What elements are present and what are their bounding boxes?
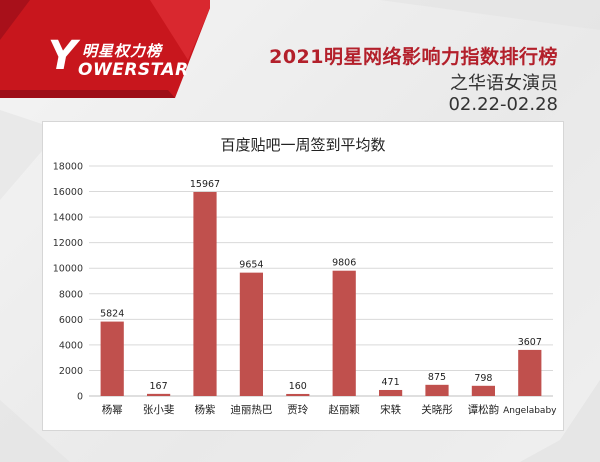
y-tick-label: 4000 <box>59 340 83 351</box>
x-tick-label: 谭松韵 <box>468 403 500 416</box>
x-tick-label: 张小斐 <box>143 404 175 416</box>
data-label: 15967 <box>190 179 220 190</box>
bar <box>193 191 217 396</box>
brand-logo: Y 明星权力榜 OWERSTAR <box>0 0 210 98</box>
brand-name-cn: 明星权力榜 <box>82 42 163 60</box>
bar <box>239 272 263 396</box>
bar <box>332 270 356 396</box>
brand-name-en: OWERSTAR <box>78 60 189 80</box>
bar <box>100 321 124 396</box>
data-label: 5824 <box>100 309 124 320</box>
bar <box>471 385 495 396</box>
data-label: 9654 <box>239 260 263 271</box>
data-label: 798 <box>474 373 492 384</box>
y-tick-label: 6000 <box>59 315 83 326</box>
y-tick-label: 18000 <box>53 162 83 173</box>
bar-chart: 0 2000 4000 6000 8000 10000 12000 14000 16000 180… <box>53 162 557 417</box>
x-tick-label: 迪丽热巴 <box>230 403 272 416</box>
x-tick-label: 杨幂 <box>102 403 123 416</box>
page-title: 2021明星网络影响力指数排行榜 <box>269 46 558 68</box>
chart-card: 百度贴吧一周签到平均数 0 2000 4000 6000 8000 10000 12000 1… <box>42 121 564 431</box>
y-tick-label: 12000 <box>53 238 83 249</box>
data-label: 160 <box>289 381 307 392</box>
data-label: 167 <box>150 381 168 392</box>
y-tick-label: 2000 <box>59 366 83 377</box>
data-label: 875 <box>428 372 446 383</box>
y-tick-label: 14000 <box>53 213 83 224</box>
y-tick-label: 8000 <box>59 289 83 300</box>
bar <box>518 349 542 396</box>
page-subtitle: 之华语女演员 <box>450 73 558 94</box>
y-tick-label: 16000 <box>53 187 83 198</box>
y-tick-label: 10000 <box>53 264 83 275</box>
bar <box>286 393 310 396</box>
chart-title: 百度贴吧一周签到平均数 <box>220 136 386 154</box>
data-label: 9806 <box>332 258 356 269</box>
y-tick-label: 0 <box>77 392 83 403</box>
bar <box>147 393 171 396</box>
bar <box>425 384 449 396</box>
brand-banner-shape <box>0 0 210 98</box>
data-label: 471 <box>382 377 400 388</box>
brand-y-letter: Y <box>48 33 77 79</box>
bar <box>379 389 403 396</box>
x-tick-label: 宋轶 <box>380 403 401 416</box>
x-tick-label: 赵丽颖 <box>328 403 360 416</box>
x-tick-label: Angelababy <box>503 406 557 416</box>
data-label: 3607 <box>518 337 542 348</box>
date-range: 02.22-02.28 <box>448 94 558 115</box>
x-tick-label: 贾玲 <box>287 404 308 416</box>
x-tick-label: 关晓彤 <box>421 403 453 416</box>
x-tick-label: 杨紫 <box>195 403 216 416</box>
